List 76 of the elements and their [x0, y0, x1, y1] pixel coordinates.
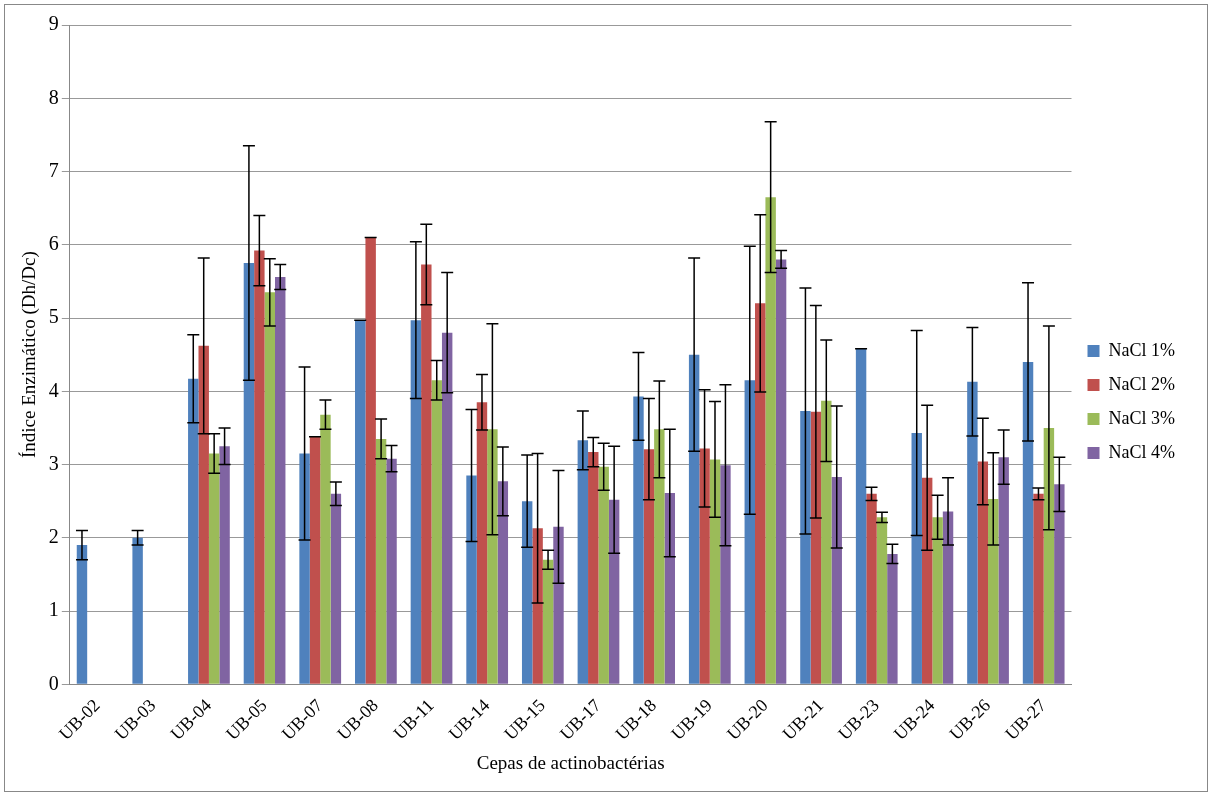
bar [466, 475, 477, 684]
bar [1033, 493, 1044, 684]
bar [441, 332, 453, 684]
bar [365, 237, 376, 684]
legend-label: NaCl 1% [1108, 339, 1176, 360]
bar [521, 501, 533, 684]
legend-label: NaCl 2% [1108, 373, 1176, 394]
bar [410, 320, 422, 684]
bar [132, 537, 143, 684]
bar [243, 263, 255, 684]
bar [699, 448, 710, 684]
bar [688, 354, 700, 684]
bar [553, 526, 564, 684]
bar [967, 381, 978, 684]
bar [588, 452, 599, 684]
y-axis-title: Índice Enzimático (Dh/Dc) [18, 251, 41, 459]
bar [1054, 484, 1065, 684]
bar [876, 517, 888, 684]
bar [421, 264, 432, 684]
legend-label: NaCl 4% [1108, 441, 1176, 462]
legend-label: NaCl 3% [1108, 407, 1176, 428]
bar [264, 292, 276, 684]
bar [866, 493, 877, 684]
bar [198, 345, 209, 684]
bar [577, 440, 589, 684]
bar [275, 276, 286, 684]
bar [988, 498, 999, 684]
bar [598, 466, 609, 684]
bar [219, 446, 230, 684]
bar [1022, 361, 1034, 684]
bar [775, 259, 787, 684]
bar [476, 402, 488, 684]
y-tick-label: 3 [48, 451, 59, 474]
bar [855, 348, 867, 684]
bar [386, 458, 397, 684]
bar [76, 545, 88, 684]
bar [720, 465, 731, 684]
bar [208, 453, 220, 684]
y-tick-label: 7 [48, 158, 59, 181]
y-tick-label: 9 [48, 12, 59, 35]
bar [532, 528, 543, 684]
bar [977, 461, 989, 684]
bar [320, 414, 331, 684]
bar [375, 438, 387, 684]
bar [355, 320, 366, 684]
bar [431, 380, 442, 684]
bar [831, 476, 842, 684]
bar [755, 303, 766, 684]
bar [497, 481, 509, 684]
y-tick-label: 5 [48, 305, 59, 328]
bar [309, 436, 321, 684]
x-axis-title: Cepas de actinobactérias [476, 751, 665, 773]
bar [932, 517, 943, 684]
bar [330, 493, 342, 684]
y-tick-label: 4 [48, 378, 59, 401]
bar [821, 400, 832, 684]
bar [299, 453, 310, 684]
y-tick-label: 1 [48, 598, 59, 621]
bar [942, 511, 954, 684]
bar [188, 378, 199, 684]
y-tick-label: 0 [48, 671, 59, 694]
bar [633, 396, 644, 684]
bar [487, 429, 498, 684]
bar [254, 250, 265, 684]
bar [765, 197, 776, 684]
bar [709, 459, 721, 684]
y-tick-label: 6 [48, 232, 59, 255]
y-tick-label: 2 [48, 525, 59, 548]
bar [998, 457, 1009, 684]
bar [542, 559, 554, 684]
bar [911, 433, 922, 684]
bar [800, 411, 811, 684]
bar [654, 429, 665, 684]
bar [643, 449, 655, 684]
bar [887, 553, 898, 684]
y-tick-label: 8 [48, 85, 59, 108]
